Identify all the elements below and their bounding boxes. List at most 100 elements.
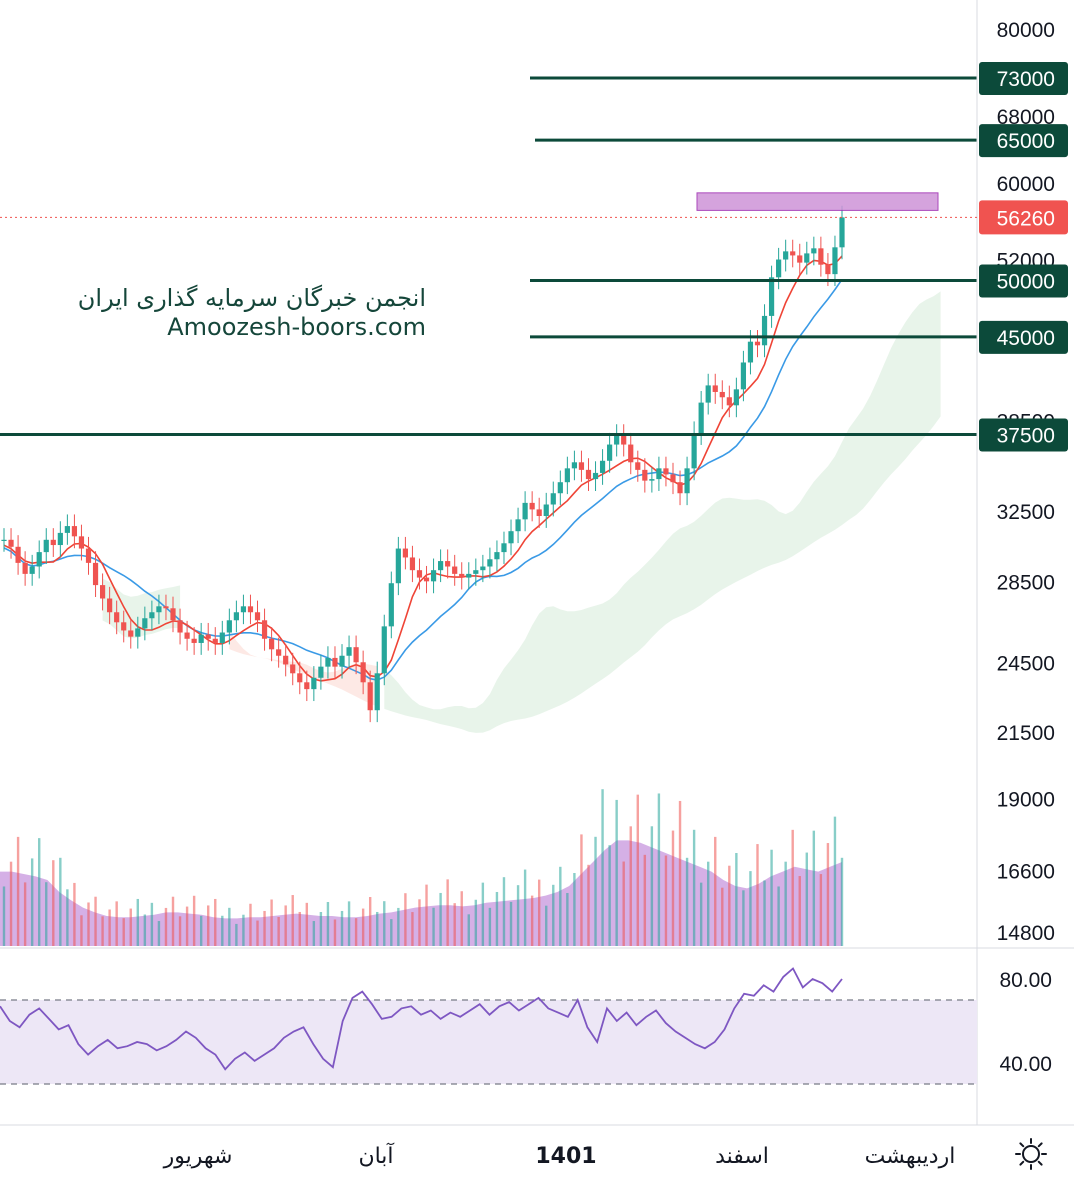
volume-bar	[291, 895, 294, 946]
candle-body	[592, 472, 599, 480]
level-label: 45000	[997, 327, 1055, 350]
volume-bar	[636, 794, 639, 946]
rsi-tick-label: 80.00	[999, 969, 1052, 992]
watermark-title: انجمن خبرگان سرمایه گذاری ایران	[77, 284, 426, 312]
candle	[797, 243, 803, 275]
volume-bar	[467, 914, 470, 946]
candle-body	[614, 435, 620, 445]
volume-bar	[495, 891, 499, 946]
levels	[0, 76, 977, 436]
volume-bar	[45, 882, 48, 946]
candle-body	[670, 474, 676, 483]
candle-body	[353, 647, 359, 663]
volume-bar	[643, 854, 647, 946]
settings-icon[interactable]	[1015, 1138, 1047, 1170]
volume-bar	[728, 865, 731, 946]
candle-body	[621, 435, 627, 445]
candle-body	[367, 682, 373, 711]
candle	[325, 646, 331, 679]
volume-bar	[87, 902, 90, 946]
volume-bar	[115, 901, 118, 946]
candle-body	[416, 570, 423, 578]
watermark-site: Amoozesh-boors.com	[167, 313, 426, 341]
price-tick-label: 32500	[997, 501, 1055, 524]
price-tick-label: 16600	[997, 861, 1055, 884]
volume-bar	[488, 907, 492, 946]
candle	[776, 247, 782, 290]
volume-bar	[312, 921, 316, 946]
volume-bar	[284, 905, 287, 946]
candle-body	[99, 585, 106, 599]
candle-body	[233, 612, 239, 621]
candle	[297, 661, 303, 695]
volume-bar	[235, 923, 238, 946]
candle	[832, 235, 838, 287]
volume-bar	[516, 885, 520, 946]
candle-body	[663, 468, 669, 475]
candle-body	[529, 502, 535, 510]
candle-body	[550, 493, 556, 505]
candle	[1, 528, 7, 552]
level-label-box	[979, 264, 1068, 298]
candle	[649, 467, 655, 493]
volume-bar	[685, 857, 689, 946]
candle-body	[698, 402, 704, 434]
price-tick-label: 14800	[997, 922, 1055, 945]
candle-body	[508, 531, 514, 544]
settings-icon-core	[1022, 1145, 1040, 1163]
candle-body	[515, 519, 521, 532]
volume-bar	[171, 896, 175, 946]
last-price-box	[979, 200, 1068, 235]
candle	[261, 608, 268, 651]
candle-body	[409, 557, 416, 571]
candle-body	[247, 606, 254, 613]
volume-bar	[650, 826, 654, 946]
candle	[374, 661, 380, 723]
candle-body	[43, 539, 49, 553]
settings-icon-ray	[1019, 1142, 1025, 1148]
candle	[494, 540, 500, 572]
candle-body	[522, 502, 528, 520]
candle	[290, 652, 296, 686]
candle-body	[797, 255, 803, 263]
candle	[268, 627, 275, 662]
level-label-box	[979, 124, 1068, 158]
candle	[754, 330, 761, 358]
candle-body	[677, 482, 683, 494]
candle	[198, 622, 204, 655]
candle	[381, 614, 387, 686]
volume-bar	[376, 911, 379, 946]
candle-body	[381, 626, 387, 674]
volume-bar	[770, 849, 773, 946]
candle-body	[649, 479, 655, 481]
candle	[78, 524, 85, 561]
candle-body	[332, 657, 338, 667]
candle-body	[191, 638, 197, 643]
volume-bar	[721, 887, 724, 946]
candle	[219, 620, 225, 655]
candle	[36, 540, 42, 579]
candle	[705, 373, 711, 415]
candle	[121, 610, 127, 643]
volume-bar	[418, 899, 421, 946]
candle	[628, 432, 634, 475]
volume-bar	[587, 864, 590, 946]
candle	[240, 594, 247, 625]
candle	[107, 586, 113, 625]
volume-bar	[629, 826, 632, 946]
volume-bar	[94, 896, 97, 946]
candle-body	[557, 482, 563, 494]
candle-body	[628, 444, 634, 463]
candle	[522, 491, 528, 532]
candle-body	[261, 620, 268, 639]
resistance-zone	[696, 192, 939, 211]
candle	[529, 491, 535, 522]
candle-body	[78, 536, 85, 549]
candle-body	[50, 539, 56, 546]
candle-body	[198, 634, 204, 643]
volume-bar	[143, 914, 147, 946]
moving-averages	[3, 255, 843, 682]
candle	[367, 670, 373, 723]
candle-body	[114, 612, 120, 623]
